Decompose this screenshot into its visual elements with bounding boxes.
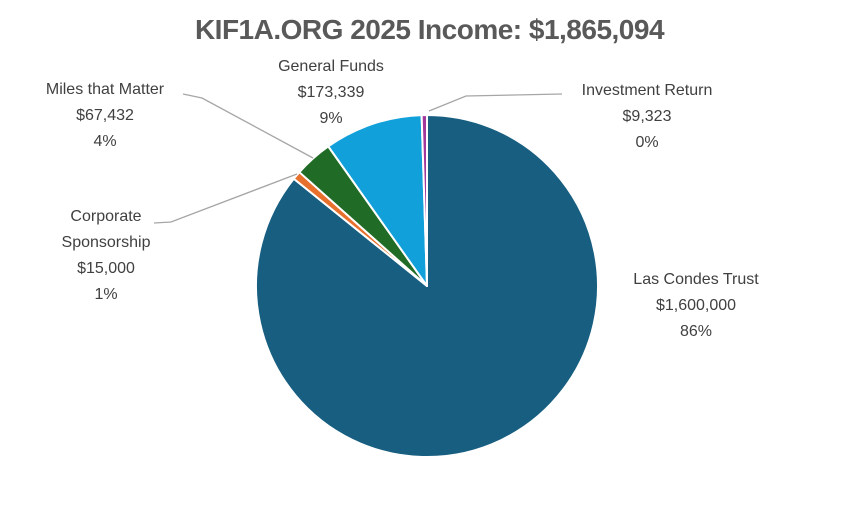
slice-label: Las Condes Trust (633, 271, 759, 288)
pie-slice-investment-return[interactable] (420, 113, 428, 287)
slice-label: Investment Return (581, 82, 713, 99)
leader-line-corporate-sponsorship (153, 173, 298, 224)
slice-amount: $173,339 (297, 84, 365, 101)
slice-amount: $1,600,000 (655, 297, 737, 314)
slice-percent: 1% (94, 286, 118, 303)
slice-amount: $67,432 (76, 107, 134, 124)
slice-callout-corporate-sponsorship: Corporate Sponsorship $15,000 1% (31, 204, 181, 308)
pie-slices (255, 113, 599, 458)
slice-callout-investment-return: Investment Return $9,323 0% (537, 78, 757, 156)
slice-callout-miles-that-matter: Miles that Matter $67,432 4% (5, 77, 205, 155)
slice-callout-las-condes-trust: Las Condes Trust $1,600,000 86% (586, 267, 806, 345)
slice-amount: $15,000 (77, 260, 135, 277)
chart-title: KIF1A.ORG 2025 Income: $1,865,094 (194, 14, 665, 45)
slice-percent: 4% (93, 133, 117, 150)
leader-line-miles-that-matter (182, 93, 314, 159)
slice-label: General Funds (278, 58, 384, 75)
slice-callout-general-funds: General Funds $173,339 9% (231, 54, 431, 132)
pie-slice-general-funds[interactable] (327, 114, 428, 287)
slice-label: Miles that Matter (45, 81, 165, 98)
slice-percent: 9% (319, 110, 343, 127)
slice-amount: $9,323 (622, 108, 672, 125)
leader-line-investment-return (428, 93, 563, 112)
slice-percent: 86% (679, 323, 713, 340)
slice-percent: 0% (635, 134, 659, 151)
slice-label: Corporate Sponsorship (61, 208, 151, 251)
